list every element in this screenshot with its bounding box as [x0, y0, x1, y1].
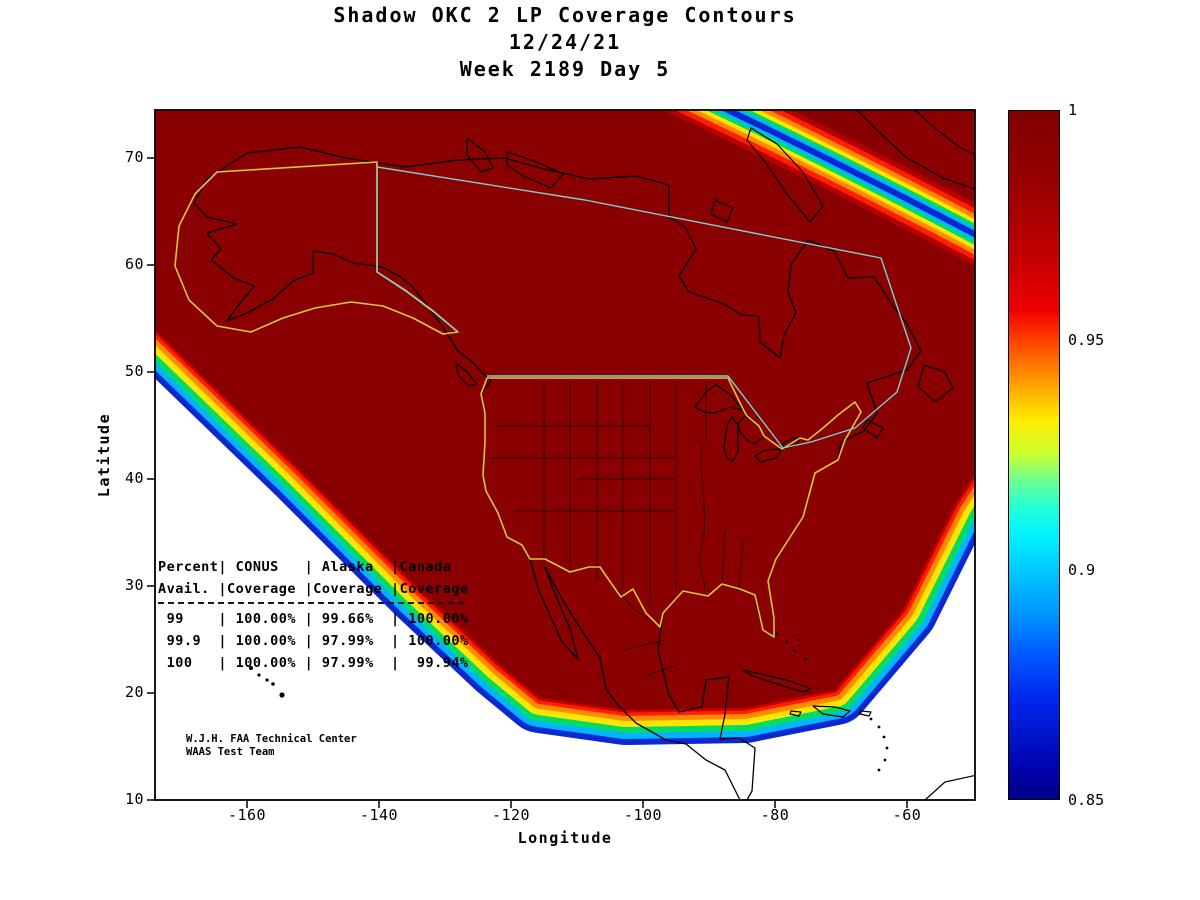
colorbar-tick-label: 0.95 [1068, 331, 1105, 349]
map-overlays [174, 110, 975, 800]
islands [455, 110, 975, 800]
credit-block: W.J.H. FAA Technical Center WAAS Test Te… [186, 733, 357, 758]
greenland-coast [856, 110, 975, 190]
fir-boundary-cyan [376, 166, 912, 449]
credit-line: W.J.H. FAA Technical Center [186, 733, 357, 745]
plot-frame [147, 109, 976, 808]
coverage-contours [155, 110, 975, 745]
y-tick-label: 40 [124, 469, 144, 487]
chart-week-day: Week 2189 Day 5 [459, 57, 671, 81]
y-tick-label: 10 [124, 790, 144, 808]
chart-title: Shadow OKC 2 LP Coverage Contours [333, 3, 797, 27]
table-header-row: Percent| CONUS | Alaska |Canada [158, 559, 452, 575]
table-header-row: Avail. |Coverage |Coverage |Coverage [158, 581, 469, 597]
colorbar-tick-label: 1 [1068, 101, 1078, 119]
axis-ticks [147, 157, 908, 808]
northeast-trough-band [662, 110, 975, 267]
coastline [193, 146, 922, 800]
y-tick-label: 50 [124, 362, 144, 380]
x-axis-label: Longitude [517, 829, 613, 847]
title-block: Shadow OKC 2 LP Coverage Contours 12/24/… [155, 2, 975, 83]
table-row: 99.9 | 100.00% | 97.99% | 100.00% [158, 633, 469, 649]
x-tick-label: -60 [892, 806, 922, 824]
x-tick-label: -140 [359, 806, 399, 824]
x-tick-label: -80 [760, 806, 790, 824]
x-tick-label: -160 [227, 806, 267, 824]
conus-boundary [480, 377, 862, 638]
chart-date: 12/24/21 [508, 30, 622, 54]
state-borders [489, 382, 744, 677]
colorbar [1008, 110, 1060, 800]
plot-area [147, 109, 976, 808]
y-tick-label: 60 [124, 255, 144, 273]
colorbar-tick-label: 0.9 [1068, 561, 1096, 579]
table-row: 99 | 100.00% | 99.66% | 100.00% [158, 611, 469, 627]
x-tick-label: -100 [623, 806, 663, 824]
table-divider [158, 602, 464, 608]
credit-line: WAAS Test Team [186, 745, 275, 758]
coverage-availability-table: Percent| CONUS | Alaska |Canada Avail. |… [158, 556, 469, 674]
colorbar-tick-label: 0.85 [1068, 791, 1105, 809]
table-row: 100 | 100.00% | 97.99% | 99.94% [158, 655, 469, 671]
y-tick-label: 30 [124, 576, 144, 594]
x-tick-label: -120 [491, 806, 531, 824]
y-tick-label: 20 [124, 683, 144, 701]
y-tick-label: 70 [124, 148, 144, 166]
high-coverage-region [155, 110, 975, 710]
island-dots [249, 632, 889, 772]
